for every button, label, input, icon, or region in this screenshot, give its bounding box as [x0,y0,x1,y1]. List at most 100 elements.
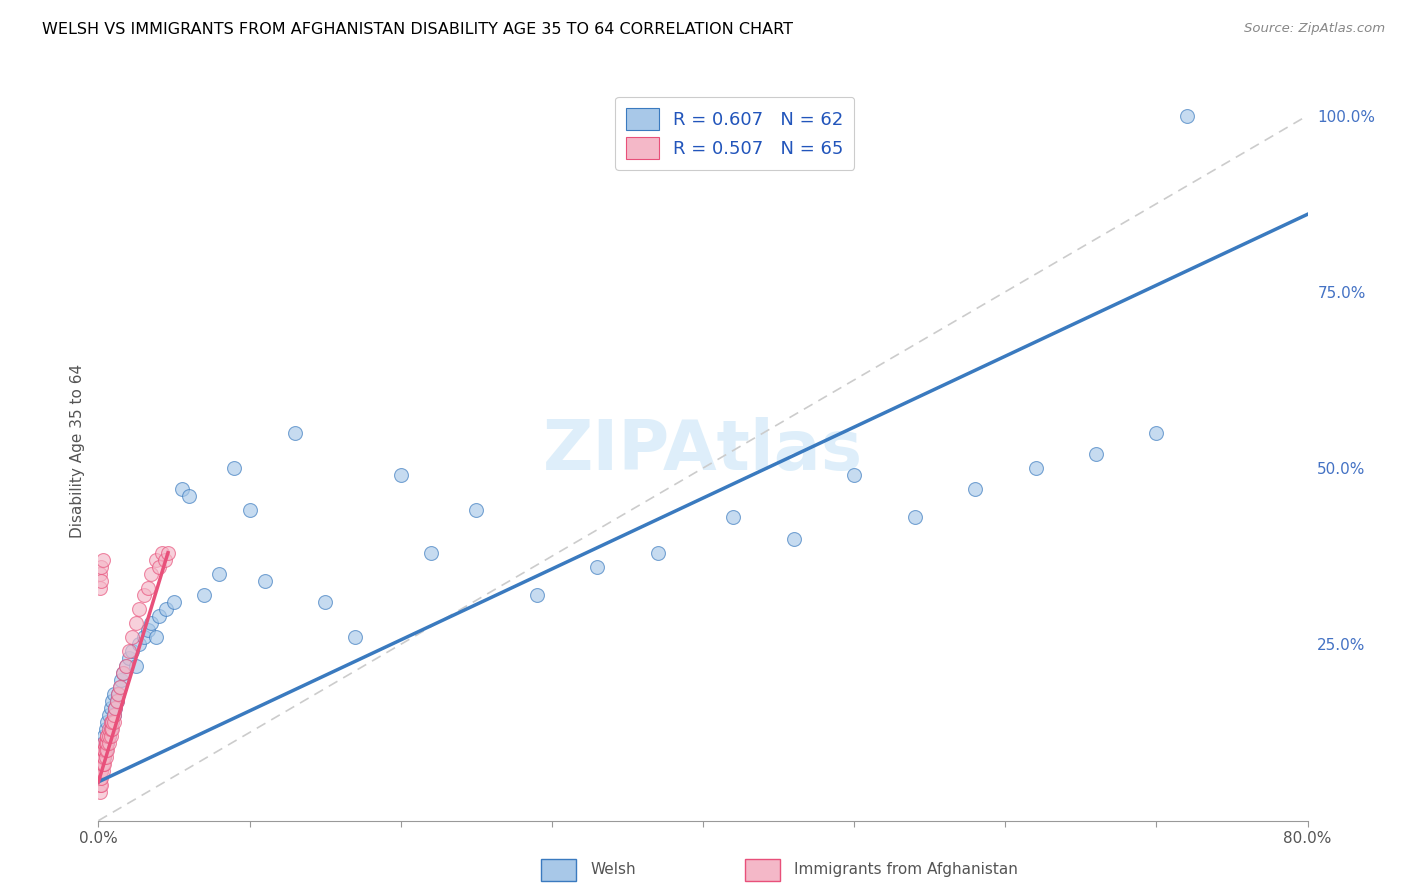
Point [1085,447,1108,461]
Point [89,772,111,786]
Point [121,630,143,644]
Point [96,729,118,743]
Point [107,687,129,701]
Point [155,602,177,616]
Point [96,729,118,743]
Point [108,680,131,694]
Point [93,750,115,764]
Point [98,707,121,722]
Point [93,757,115,772]
Point [91,750,114,764]
Point [101,714,124,729]
Point [153,553,176,567]
Point [125,616,148,631]
Point [103,714,125,729]
Point [586,559,609,574]
Point [94,722,117,736]
Point [103,707,125,722]
Point [100,701,122,715]
Point [94,750,117,764]
Point [111,665,134,680]
Point [156,546,179,560]
Point [1144,425,1167,440]
Point [94,743,117,757]
Point [103,687,125,701]
Point [101,714,124,729]
Point [96,736,118,750]
Point [90,750,112,764]
Point [105,694,128,708]
Point [114,658,136,673]
Point [93,736,115,750]
Point [89,785,111,799]
Point [193,588,215,602]
Point [118,651,141,665]
Point [91,757,114,772]
Point [111,665,134,680]
Point [89,566,111,581]
Point [91,743,114,757]
Point [136,581,159,595]
Text: Source: ZipAtlas.com: Source: ZipAtlas.com [1244,22,1385,36]
Point [141,566,163,581]
Point [105,694,128,708]
Point [465,503,488,517]
Point [101,722,124,736]
Point [89,757,111,772]
Point [90,778,112,792]
Point [253,574,276,588]
Point [344,630,367,644]
Point [163,595,186,609]
Legend: R = 0.607   N = 62, R = 0.507   N = 65: R = 0.607 N = 62, R = 0.507 N = 65 [616,96,855,169]
Point [98,722,121,736]
Point [91,743,114,757]
Text: Immigrants from Afghanistan: Immigrants from Afghanistan [794,863,1018,877]
Point [91,750,114,764]
Point [90,757,112,772]
Point [136,624,159,638]
Point [90,574,112,588]
Point [104,701,127,715]
Point [844,468,866,483]
Point [93,743,115,757]
Point [100,729,122,743]
Point [90,559,112,574]
Point [108,680,131,694]
Point [94,736,117,750]
Point [114,658,136,673]
Point [1175,109,1198,123]
Point [101,694,124,708]
Point [90,772,112,786]
Point [90,764,112,779]
Point [965,482,987,496]
Point [100,714,122,729]
Point [107,687,129,701]
Point [94,743,117,757]
Point [224,461,246,475]
Point [98,729,121,743]
Point [91,553,114,567]
Point [91,743,114,757]
Point [93,743,115,757]
Point [96,743,118,757]
Point [128,602,150,616]
Point [90,757,112,772]
Text: WELSH VS IMMIGRANTS FROM AFGHANISTAN DISABILITY AGE 35 TO 64 CORRELATION CHART: WELSH VS IMMIGRANTS FROM AFGHANISTAN DIS… [42,22,793,37]
Point [128,637,150,651]
Point [93,729,115,743]
Point [89,778,111,792]
Point [904,510,927,524]
Point [145,630,167,644]
Point [239,503,262,517]
Point [93,750,115,764]
Point [208,566,231,581]
Point [90,750,112,764]
Point [91,736,114,750]
Point [90,743,112,757]
Point [89,764,111,779]
Y-axis label: Disability Age 35 to 64: Disability Age 35 to 64 [69,363,84,538]
Point [132,630,155,644]
Point [90,764,112,779]
Point [91,757,114,772]
Point [723,510,745,524]
